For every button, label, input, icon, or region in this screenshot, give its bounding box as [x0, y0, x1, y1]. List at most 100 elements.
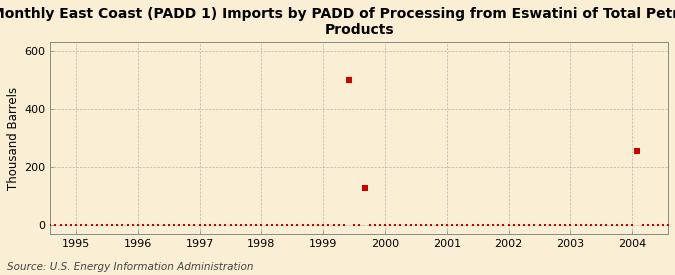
- Point: [338, 223, 349, 227]
- Point: [267, 223, 277, 227]
- Point: [477, 223, 488, 227]
- Point: [580, 223, 591, 227]
- Point: [71, 223, 82, 227]
- Point: [158, 223, 169, 227]
- Point: [518, 223, 529, 227]
- Point: [97, 223, 107, 227]
- Point: [128, 223, 138, 227]
- Point: [488, 223, 499, 227]
- Point: [132, 223, 143, 227]
- Point: [441, 223, 452, 227]
- Point: [637, 223, 648, 227]
- Point: [457, 223, 468, 227]
- Point: [647, 223, 658, 227]
- Point: [643, 223, 653, 227]
- Point: [395, 223, 406, 227]
- Point: [575, 223, 586, 227]
- Point: [406, 223, 416, 227]
- Point: [199, 223, 210, 227]
- Point: [189, 223, 200, 227]
- Point: [545, 223, 556, 227]
- Point: [220, 223, 231, 227]
- Point: [292, 223, 303, 227]
- Point: [498, 223, 509, 227]
- Point: [60, 223, 71, 227]
- Point: [236, 223, 246, 227]
- Point: [14, 223, 25, 227]
- Point: [529, 223, 540, 227]
- Point: [349, 223, 360, 227]
- Point: [24, 223, 35, 227]
- Point: [205, 223, 215, 227]
- Point: [452, 223, 462, 227]
- Point: [586, 223, 597, 227]
- Point: [107, 223, 117, 227]
- Y-axis label: Thousand Barrels: Thousand Barrels: [7, 87, 20, 190]
- Point: [55, 223, 66, 227]
- Point: [436, 223, 447, 227]
- Point: [344, 78, 354, 82]
- Point: [91, 223, 102, 227]
- Point: [426, 223, 437, 227]
- Point: [163, 223, 174, 227]
- Point: [256, 223, 267, 227]
- Point: [281, 223, 292, 227]
- Point: [34, 223, 45, 227]
- Point: [565, 223, 576, 227]
- Point: [504, 223, 514, 227]
- Point: [390, 223, 401, 227]
- Point: [467, 223, 478, 227]
- Point: [462, 223, 472, 227]
- Point: [410, 223, 421, 227]
- Point: [122, 223, 133, 227]
- Point: [277, 223, 288, 227]
- Point: [240, 223, 251, 227]
- Point: [40, 223, 51, 227]
- Point: [627, 223, 638, 227]
- Point: [612, 223, 622, 227]
- Point: [76, 223, 86, 227]
- Point: [549, 223, 560, 227]
- Point: [539, 223, 550, 227]
- Point: [184, 223, 195, 227]
- Point: [81, 223, 92, 227]
- Point: [555, 223, 566, 227]
- Point: [483, 223, 493, 227]
- Point: [271, 223, 282, 227]
- Point: [50, 223, 61, 227]
- Point: [210, 223, 221, 227]
- Point: [364, 223, 375, 227]
- Point: [215, 223, 225, 227]
- Point: [416, 223, 427, 227]
- Point: [354, 223, 364, 227]
- Point: [431, 223, 442, 227]
- Point: [560, 223, 570, 227]
- Point: [622, 223, 632, 227]
- Point: [472, 223, 483, 227]
- Point: [508, 223, 519, 227]
- Point: [19, 223, 30, 227]
- Point: [251, 223, 262, 227]
- Point: [153, 223, 164, 227]
- Point: [297, 223, 308, 227]
- Point: [287, 223, 298, 227]
- Point: [369, 223, 380, 227]
- Point: [447, 223, 458, 227]
- Point: [225, 223, 236, 227]
- Point: [663, 223, 674, 227]
- Point: [86, 223, 97, 227]
- Point: [323, 223, 333, 227]
- Point: [230, 223, 241, 227]
- Point: [302, 223, 313, 227]
- Point: [534, 223, 545, 227]
- Point: [379, 223, 390, 227]
- Point: [514, 223, 524, 227]
- Point: [400, 223, 411, 227]
- Point: [308, 223, 319, 227]
- Point: [169, 223, 180, 227]
- Point: [359, 185, 370, 190]
- Point: [179, 223, 190, 227]
- Point: [30, 223, 40, 227]
- Point: [524, 223, 535, 227]
- Point: [657, 223, 668, 227]
